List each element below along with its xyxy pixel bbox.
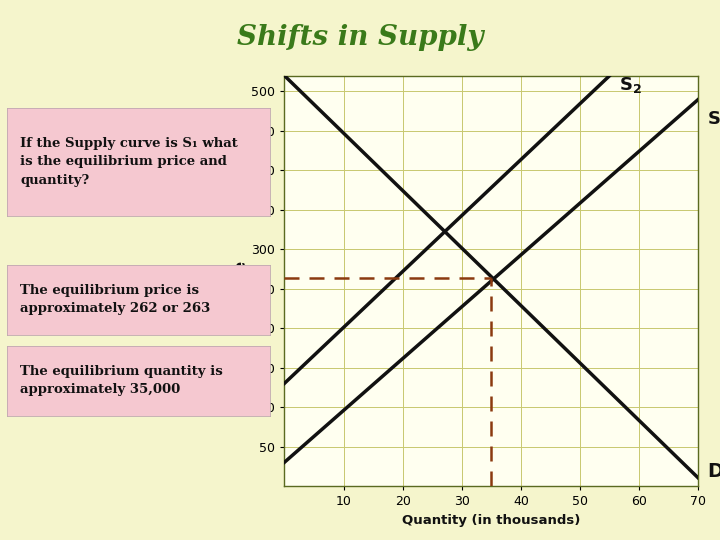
Text: $\mathbf{S_1}$: $\mathbf{S_1}$ (707, 109, 720, 129)
Text: Shifts in Supply: Shifts in Supply (237, 24, 483, 51)
Text: The equilibrium quantity is
approximately 35,000: The equilibrium quantity is approximatel… (20, 365, 223, 396)
Text: If the Supply curve is S₁ what
is the equilibrium price and
quantity?: If the Supply curve is S₁ what is the eq… (20, 137, 238, 187)
Text: $\mathbf{D}$: $\mathbf{D}$ (707, 463, 720, 481)
Y-axis label: Price: Price (233, 259, 247, 302)
Text: The equilibrium price is
approximately 262 or 263: The equilibrium price is approximately 2… (20, 284, 210, 315)
X-axis label: Quantity (in thousands): Quantity (in thousands) (402, 514, 580, 526)
Text: $\mathbf{S_2}$: $\mathbf{S_2}$ (618, 75, 642, 95)
